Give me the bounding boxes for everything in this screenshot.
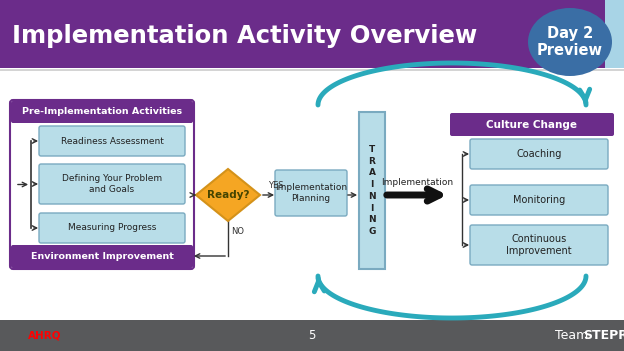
Text: Team: Team (555, 329, 588, 342)
Text: 5: 5 (308, 329, 316, 342)
Text: Culture Change: Culture Change (487, 119, 577, 130)
FancyBboxPatch shape (470, 225, 608, 265)
Text: Day 2
Preview: Day 2 Preview (537, 26, 603, 58)
Bar (0, 320, 624, 351)
FancyBboxPatch shape (10, 100, 194, 269)
Polygon shape (196, 169, 260, 221)
FancyBboxPatch shape (39, 126, 185, 156)
Text: Readiness Assessment: Readiness Assessment (61, 137, 163, 146)
Text: ®: ® (622, 331, 624, 340)
Text: Pre-Implementation Activities: Pre-Implementation Activities (22, 107, 182, 117)
Text: Implementation
Planning: Implementation Planning (275, 183, 347, 203)
FancyBboxPatch shape (11, 245, 193, 268)
Text: T
R
A
I
N
I
N
G: T R A I N I N G (368, 145, 376, 236)
Text: Coaching: Coaching (516, 149, 562, 159)
Text: YES: YES (268, 181, 283, 190)
Text: STEPPS: STEPPS (583, 329, 624, 342)
Bar (0, 0, 605, 68)
Ellipse shape (528, 8, 612, 76)
Text: Implementation Activity Overview: Implementation Activity Overview (12, 24, 477, 48)
Bar (590, 0, 624, 68)
FancyBboxPatch shape (450, 113, 614, 136)
FancyBboxPatch shape (39, 213, 185, 243)
Text: AHRQ: AHRQ (28, 331, 62, 340)
FancyBboxPatch shape (275, 170, 347, 216)
Text: Monitoring: Monitoring (513, 195, 565, 205)
FancyBboxPatch shape (39, 164, 185, 204)
FancyBboxPatch shape (470, 185, 608, 215)
Text: Defining Your Problem
and Goals: Defining Your Problem and Goals (62, 174, 162, 194)
Text: Continuous
Improvement: Continuous Improvement (506, 234, 572, 256)
Text: Measuring Progress: Measuring Progress (68, 224, 156, 232)
FancyBboxPatch shape (359, 112, 385, 269)
Text: Implementation: Implementation (381, 178, 453, 187)
FancyBboxPatch shape (11, 101, 193, 123)
Text: NO: NO (231, 227, 244, 236)
FancyBboxPatch shape (470, 139, 608, 169)
Text: Ready?: Ready? (207, 190, 249, 200)
Text: Environment Improvement: Environment Improvement (31, 252, 173, 261)
